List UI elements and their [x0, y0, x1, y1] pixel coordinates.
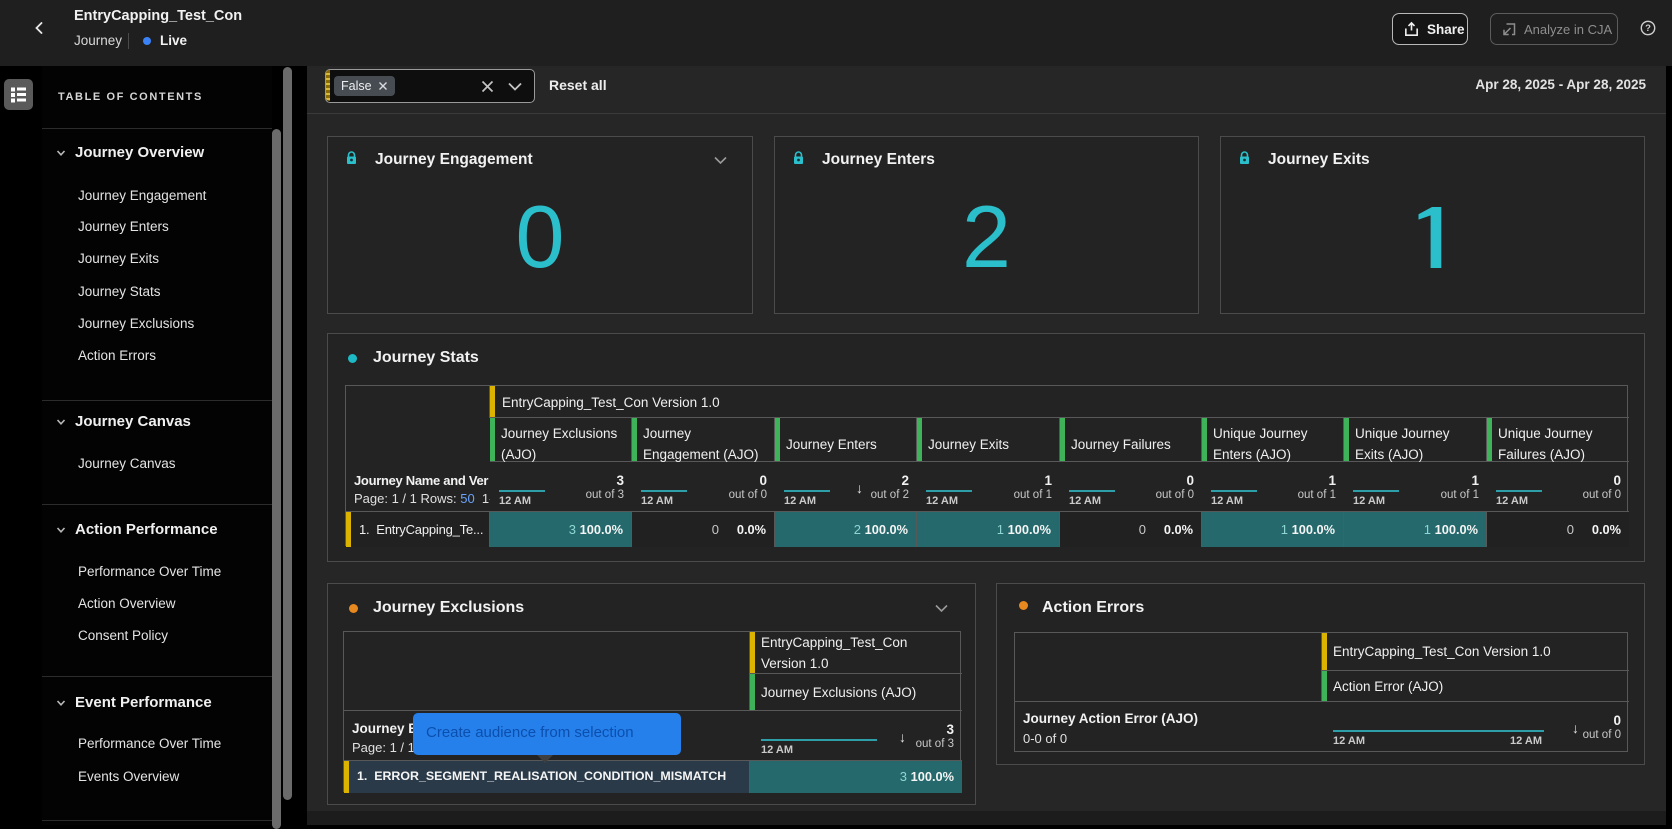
svg-text:?: ?	[1645, 23, 1651, 34]
